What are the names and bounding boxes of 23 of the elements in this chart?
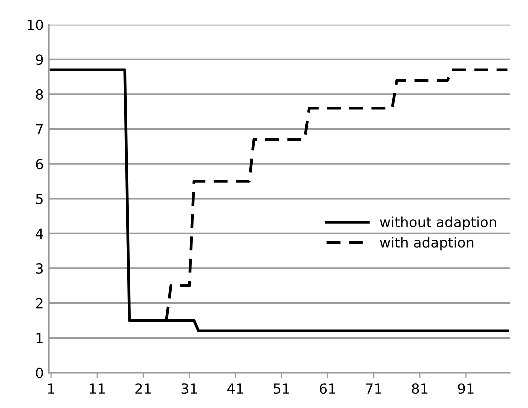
y-tick-label: 5: [36, 194, 43, 204]
y-tick-label: 0: [36, 368, 44, 378]
y-tick-label: 6: [36, 159, 44, 170]
x-tick-label: 11: [90, 384, 105, 394]
y-tick-label: 8: [36, 89, 44, 100]
x-tick-label: 1: [48, 384, 54, 394]
x-tick-label: 91: [458, 384, 474, 394]
y-tick-label: 10: [28, 20, 44, 30]
y-tick-label: 2: [36, 298, 43, 309]
y-tick-label: 7: [36, 124, 43, 135]
x-tick-label: 81: [412, 384, 428, 394]
x-tick-label: 71: [366, 384, 382, 394]
legend-label: with adaption: [380, 237, 474, 251]
y-tick-label: 1: [36, 333, 43, 344]
x-tick-label: 41: [228, 384, 244, 394]
y-tick-label: 9: [36, 54, 44, 66]
x-tick-label: 31: [182, 384, 198, 394]
x-tick-label: 61: [320, 384, 336, 394]
y-tick-label: 4: [36, 228, 44, 239]
legend-label: without adaption: [380, 216, 496, 230]
x-tick-label: 21: [136, 384, 152, 394]
x-tick-label: 51: [274, 384, 290, 394]
y-tick-label: 3: [36, 263, 44, 274]
